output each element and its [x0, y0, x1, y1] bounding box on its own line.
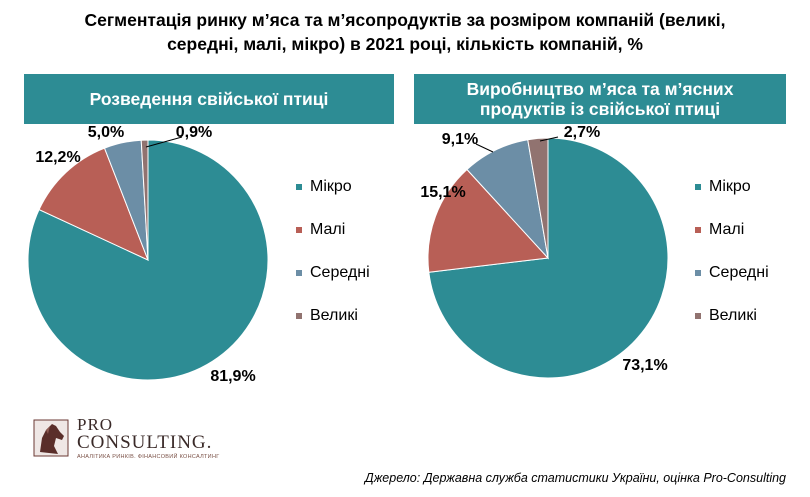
pie-2-value-label-small: 15,1% [420, 184, 465, 201]
pie-1-legend-label-small: Малі [310, 221, 345, 238]
pie-1-value-label-large: 0,9% [176, 124, 212, 141]
horse-head-logo-icon [33, 419, 69, 457]
pie-1-value-label-medium: 5,0% [88, 124, 124, 141]
logo-pro-text: PRO [77, 415, 114, 434]
pie-2-legend-swatch-large [695, 313, 701, 319]
pie-2-leader-line-2 [539, 136, 559, 142]
pie-2-legend-swatch-micro [695, 184, 701, 190]
source-note: Джерело: Державна служба статистики Укра… [364, 471, 786, 485]
pie-1-legend-swatch-small [296, 227, 302, 233]
pie-2-legend-swatch-small [695, 227, 701, 233]
pie-2-legend-swatch-medium [695, 270, 701, 276]
right-pie-title-line-2: продуктів із свійської птиці [479, 99, 721, 119]
pie-1-legend-label-micro: Мікро [310, 178, 352, 195]
chart-title-line-1: Сегментація ринку м’яса та м’ясопродукті… [84, 10, 726, 30]
pie-1-legend-swatch-micro [296, 184, 302, 190]
pie-2-legend-label-small: Малі [709, 221, 744, 238]
pie-2-legend-label-medium: Середні [709, 264, 769, 281]
right-pie-title-line-1: Виробництво м’яса та м’ясних [466, 79, 734, 99]
pie-2-slice-large [527, 137, 549, 259]
left-pie-header: Розведення свійської птиці [24, 74, 394, 124]
chart-title-line-2: середні, малі, мікро) в 2021 році, кільк… [167, 34, 643, 54]
pie-1-slice-large [140, 139, 149, 261]
pie-1-legend-swatch-medium [296, 270, 302, 276]
pro-consulting-logo: PRO CONSULTING. АНАЛІТИКА РИНКІВ. ФІНАНС… [32, 416, 222, 460]
pie-2-value-label-medium: 9,1% [442, 131, 478, 148]
pie-1-slice-small [38, 147, 149, 261]
pie-1-value-label-small: 12,2% [35, 149, 80, 166]
pie-2-value-label-micro: 73,1% [622, 357, 667, 374]
logo-tagline: АНАЛІТИКА РИНКІВ. ФІНАНСОВИЙ КОНСАЛТИНГ [77, 454, 220, 460]
pie-2-value-label-large: 2,7% [564, 124, 600, 141]
right-pie-header: Виробництво м’яса та м’ясних продуктів і… [414, 74, 786, 124]
left-pie-title: Розведення свійської птиці [89, 89, 329, 109]
pie-1-legend-swatch-large [296, 313, 302, 319]
pie-2-leader-line-1 [475, 143, 494, 153]
pie-1-legend-label-large: Великі [310, 307, 358, 324]
chart-title: Сегментація ринку м’яса та м’ясопродукті… [0, 8, 810, 56]
pie-2-slice-small [427, 168, 550, 273]
pie-1-leader-line-1 [145, 136, 183, 148]
pie-1-value-label-micro: 81,9% [210, 368, 255, 385]
pie-2-legend-label-large: Великі [709, 307, 757, 324]
pie-1-legend-label-medium: Середні [310, 264, 370, 281]
logo-consulting-text: CONSULTING. [77, 432, 213, 453]
pie-2-legend-label-micro: Мікро [709, 178, 751, 195]
